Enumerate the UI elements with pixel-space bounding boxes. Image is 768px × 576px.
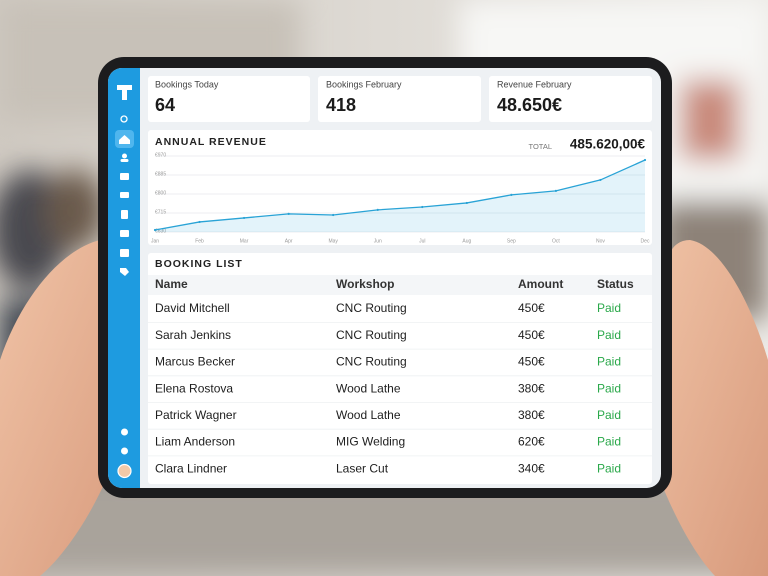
home-icon[interactable] xyxy=(119,135,130,144)
point xyxy=(643,158,647,162)
y-tick-label: €630 xyxy=(155,228,166,234)
help-icon[interactable] xyxy=(121,447,128,455)
user-icon[interactable] xyxy=(122,153,127,159)
y-tick-label: €715 xyxy=(155,209,166,215)
tickets-icon[interactable] xyxy=(120,230,129,237)
point xyxy=(421,205,424,209)
x-tick-label: Feb xyxy=(195,238,204,244)
status: Paid xyxy=(597,328,621,342)
chart-title: ANNUAL REVENUE xyxy=(155,136,267,148)
table-cell: Laser Cut xyxy=(336,461,389,475)
point xyxy=(242,216,246,220)
stat-label: Revenue February xyxy=(497,79,572,89)
point xyxy=(510,193,513,196)
table-cell: CNC Routing xyxy=(336,355,407,369)
x-tick-label: Sep xyxy=(507,238,516,244)
x-tick-label: Apr xyxy=(285,238,293,244)
booking-card xyxy=(148,253,652,484)
status: Paid xyxy=(597,355,621,369)
sidebar xyxy=(108,68,140,488)
tag-icon[interactable] xyxy=(120,268,129,276)
point xyxy=(153,228,157,232)
stat-value: 418 xyxy=(326,95,356,115)
x-tick-label: Nov xyxy=(596,238,605,244)
table-cell: Clara Lindner xyxy=(155,461,227,475)
total-label: TOTAL xyxy=(529,142,552,151)
stat-value: 48.650€ xyxy=(497,95,562,115)
column-header: Status xyxy=(597,277,634,291)
status: Paid xyxy=(597,461,621,475)
status: Paid xyxy=(597,408,621,422)
content: Bookings Today 64 Bookings February 418 Reve… xyxy=(148,79,652,475)
mail-icon[interactable] xyxy=(120,192,129,198)
area-fill xyxy=(155,160,645,232)
table-cell: Patrick Wagner xyxy=(155,408,237,422)
table-cell: David Mitchell xyxy=(155,301,230,315)
x-tick-label: Jul xyxy=(419,238,425,244)
point xyxy=(332,213,335,217)
point xyxy=(198,220,201,224)
chart-card xyxy=(148,130,652,245)
column-header: Name xyxy=(155,277,188,291)
table-cell: MIG Welding xyxy=(336,435,405,449)
point xyxy=(599,178,602,182)
table-cell: 380€ xyxy=(518,408,545,422)
table-cell: CNC Routing xyxy=(336,328,407,342)
point xyxy=(287,212,290,215)
logo xyxy=(117,85,132,100)
x-tick-label: Jun xyxy=(374,238,382,244)
bank-icon[interactable] xyxy=(120,249,129,257)
column-header: Amount xyxy=(518,277,563,291)
table-cell: 340€ xyxy=(518,461,545,475)
table-cell: Liam Anderson xyxy=(155,435,235,449)
point xyxy=(376,208,379,211)
status: Paid xyxy=(597,435,621,449)
status: Paid xyxy=(597,301,621,315)
right-hand xyxy=(646,240,768,576)
table-cell: 450€ xyxy=(518,328,545,342)
stat-value: 64 xyxy=(155,95,175,115)
stat-label: Bookings Today xyxy=(155,79,219,89)
point xyxy=(554,189,558,192)
x-tick-label: Aug xyxy=(462,238,471,244)
stat-card xyxy=(318,76,481,122)
table-cell: 620€ xyxy=(518,435,545,449)
search-icon[interactable] xyxy=(120,115,128,123)
table-cell: Elena Rostova xyxy=(155,381,233,395)
table-cell: Marcus Becker xyxy=(155,355,235,369)
document-icon[interactable] xyxy=(121,210,128,219)
user-icon-body xyxy=(120,159,129,162)
x-tick-label: Oct xyxy=(552,238,560,244)
total-value: 485.620,00€ xyxy=(570,137,646,152)
stat-card xyxy=(489,76,652,122)
table-header-bg xyxy=(148,275,652,295)
stat-label: Bookings February xyxy=(326,79,402,89)
table-cell: Wood Lathe xyxy=(336,408,401,422)
contacts-icon[interactable] xyxy=(120,173,129,180)
y-tick-label: €800 xyxy=(155,190,166,196)
line xyxy=(154,159,646,231)
sidebar-icons xyxy=(115,115,134,479)
table-cell: Sarah Jenkins xyxy=(155,328,231,342)
table-cell: Wood Lathe xyxy=(336,381,401,395)
table-cell: CNC Routing xyxy=(336,301,407,315)
table-cell: 450€ xyxy=(518,301,545,315)
table-title: BOOKING LIST xyxy=(155,258,243,270)
status: Paid xyxy=(597,381,621,395)
table-cell: 380€ xyxy=(518,381,545,395)
x-tick-label: Mar xyxy=(240,238,249,244)
avatar[interactable] xyxy=(117,463,132,479)
table-cell: 450€ xyxy=(518,355,545,369)
y-tick-label: €885 xyxy=(155,171,166,177)
settings-icon[interactable] xyxy=(121,428,128,436)
stat-card xyxy=(148,76,310,122)
x-tick-label: Jan xyxy=(151,238,159,244)
y-tick-label: €970 xyxy=(155,152,166,158)
x-tick-label: Dec xyxy=(641,238,650,244)
x-tick-label: May xyxy=(328,238,338,244)
point xyxy=(465,201,468,205)
column-header: Workshop xyxy=(336,277,394,291)
